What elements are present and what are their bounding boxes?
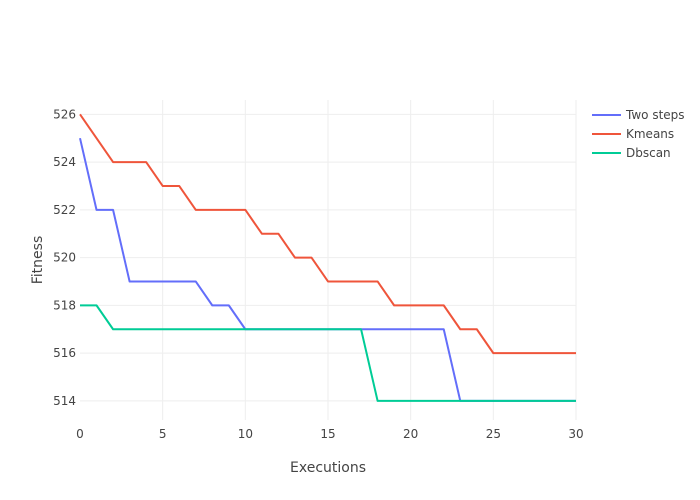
x-tick-label: 5 bbox=[159, 427, 167, 441]
series-line-dbscan bbox=[80, 304, 576, 402]
legend-label: Kmeans bbox=[626, 127, 674, 141]
y-tick-label: 524 bbox=[53, 155, 76, 169]
series-line-kmeans bbox=[79, 113, 576, 355]
x-tick-label: 0 bbox=[76, 427, 84, 441]
y-tick-label: 518 bbox=[53, 298, 76, 312]
grid-lines bbox=[80, 100, 577, 420]
x-tick-label: 25 bbox=[486, 427, 501, 441]
y-axis-title: Fitness bbox=[30, 236, 46, 285]
y-tick-label: 516 bbox=[53, 346, 76, 360]
x-tick-label: 10 bbox=[238, 427, 253, 441]
x-tick-label: 20 bbox=[403, 427, 418, 441]
x-axis-ticks: 0 5 10 15 20 25 30 bbox=[76, 427, 583, 441]
legend-label: Two steps bbox=[625, 108, 685, 122]
x-tick-label: 30 bbox=[568, 427, 583, 441]
legend-label: Dbscan bbox=[626, 146, 671, 160]
y-axis-ticks: 514 516 518 520 522 524 526 bbox=[53, 107, 76, 408]
y-tick-label: 514 bbox=[53, 394, 76, 408]
legend-item[interactable]: Two steps bbox=[592, 108, 685, 122]
legend-item[interactable]: Dbscan bbox=[592, 146, 671, 160]
series-layer bbox=[79, 113, 576, 402]
y-tick-label: 520 bbox=[53, 251, 76, 265]
x-tick-label: 15 bbox=[320, 427, 335, 441]
y-tick-label: 526 bbox=[53, 107, 76, 121]
y-tick-label: 522 bbox=[53, 203, 76, 217]
x-axis-title: Executions bbox=[290, 460, 366, 476]
legend-item[interactable]: Kmeans bbox=[592, 127, 674, 141]
legend: Two steps Kmeans Dbscan bbox=[592, 108, 685, 160]
